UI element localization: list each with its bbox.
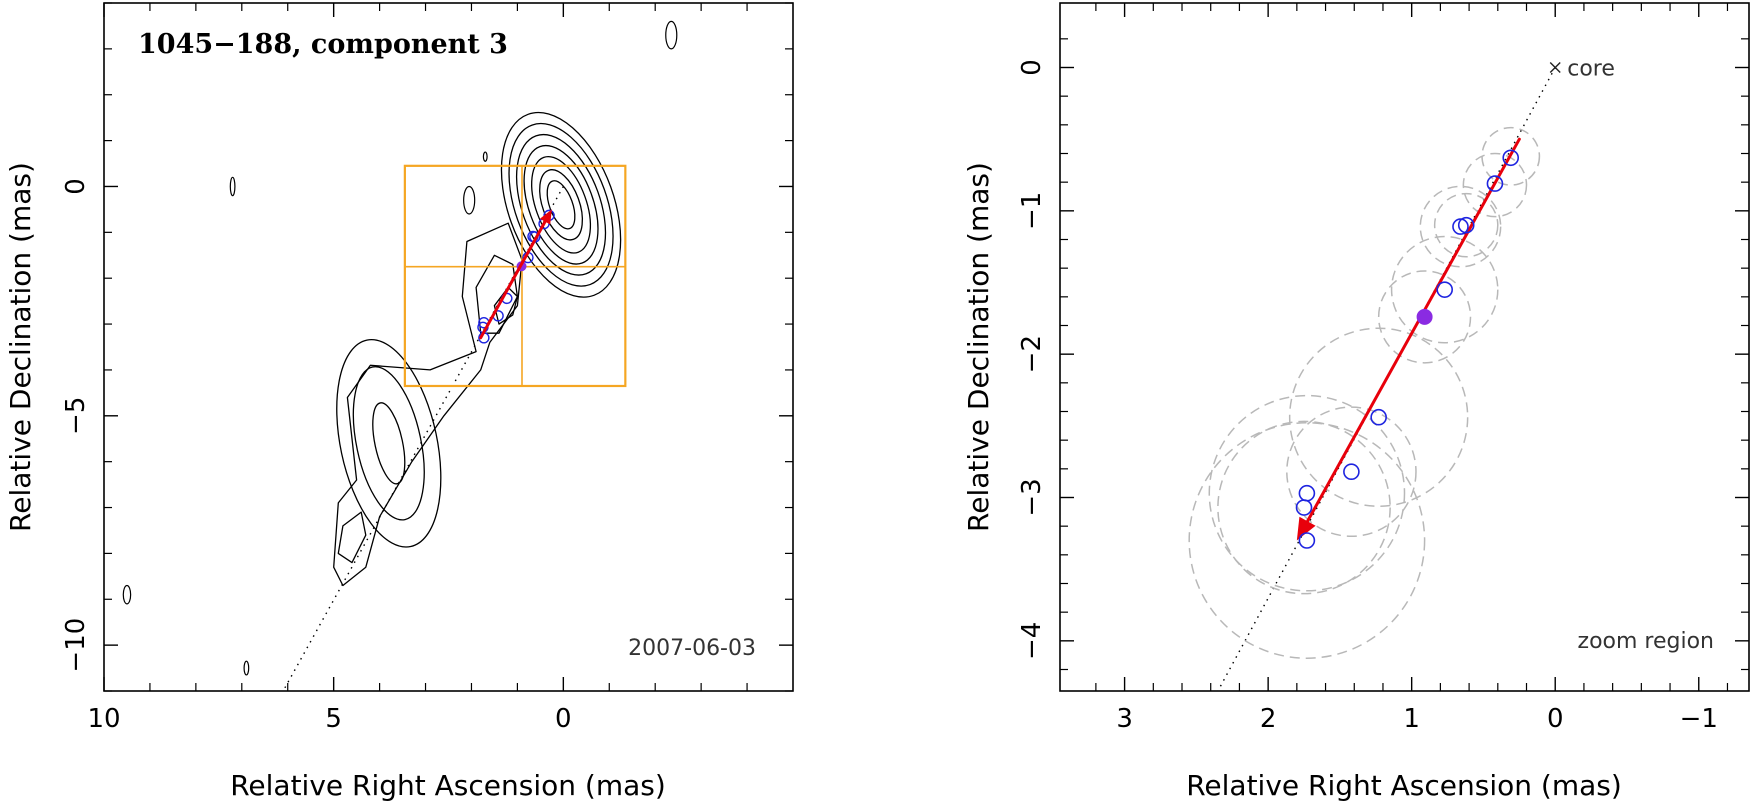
core-contour	[508, 122, 614, 287]
uncertainty-circle	[1462, 152, 1528, 218]
x-tick-label: 3	[1116, 704, 1133, 734]
jet-axis-line-zoom	[1217, 67, 1556, 692]
y-tick-label: −1	[1017, 192, 1047, 230]
uncertainty-circles	[1188, 126, 1541, 659]
motion-arrow-shaft	[1306, 137, 1521, 523]
noise-contour	[243, 660, 250, 676]
jet-contour	[333, 222, 523, 587]
y-tick-label: 0	[61, 178, 91, 195]
left-x-axis-label: Relative Right Ascension (mas)	[230, 769, 666, 802]
component-position	[1298, 532, 1316, 549]
core-contour	[523, 144, 599, 265]
component-positions-zoom	[1295, 149, 1520, 549]
y-tick-label: −2	[1017, 335, 1047, 373]
uncertainty-circle	[1481, 126, 1541, 186]
epoch-date: 2007-06-03	[628, 636, 756, 661]
noise-contour	[122, 584, 132, 605]
zoom-region-label: zoom region	[1578, 629, 1714, 654]
core-contour	[531, 155, 592, 254]
right-panel: 3 2 1 0 −1 0 −1 −2 −3 −4 core zoom region Relativ…	[962, 2, 1750, 802]
x-tick-label: 5	[325, 704, 342, 734]
uncertainty-circle	[1433, 192, 1499, 258]
uncertainty-circle	[1390, 235, 1499, 344]
jet-contour	[493, 286, 519, 325]
uncertainty-circle	[1419, 185, 1502, 268]
component-position	[1452, 218, 1469, 235]
jet-contour	[336, 338, 442, 548]
jet-contour	[337, 511, 367, 564]
component-position	[1298, 484, 1316, 502]
jet-axis-dotted	[1217, 67, 1556, 692]
left-y-axis-label: Relative Declination (mas)	[4, 162, 37, 532]
core-contour	[546, 180, 576, 230]
y-tick-label: −4	[1017, 622, 1047, 660]
uncertainty-circle	[1286, 406, 1417, 538]
x-tick-label: 0	[1547, 704, 1564, 734]
component-position	[1436, 281, 1453, 298]
plot-title: 1045−188, component 3	[138, 29, 508, 60]
jet-contour	[372, 402, 406, 485]
left-panel: 10 5 0 0 −5 −10 1045−188, component 3 2007-06…	[4, 2, 794, 802]
contour-map	[122, 20, 678, 676]
x-tick-label: 0	[555, 704, 572, 734]
component-position	[1457, 216, 1475, 234]
left-ticks: 10 5 0 0 −5 −10	[61, 2, 793, 734]
x-tick-label: 10	[87, 704, 120, 734]
zoom-box-frame	[403, 164, 627, 388]
right-ticks: 3 2 1 0 −1 0 −1 −2 −3 −4	[1017, 3, 1749, 734]
x-tick-label: 2	[1260, 704, 1277, 734]
core-cross	[1549, 62, 1561, 73]
jet-contour	[352, 366, 425, 521]
x-tick-label: −1	[1680, 704, 1718, 734]
noise-contour	[665, 20, 678, 50]
uncertainty-circle	[1188, 422, 1426, 659]
component-position	[1502, 149, 1520, 167]
right-plot-frame	[1059, 2, 1750, 692]
core-label: core	[1567, 57, 1615, 82]
uncertainty-circle	[1288, 327, 1469, 507]
core-contour	[500, 111, 622, 298]
motion-arrow-shaft	[479, 220, 547, 340]
motion-arrow-head	[539, 209, 552, 225]
noise-contour	[229, 176, 236, 197]
core-contour	[515, 133, 607, 276]
uncertainty-circle	[1217, 420, 1391, 595]
core-contour	[539, 169, 584, 241]
component-position	[1295, 499, 1313, 516]
motion-arrow	[479, 209, 552, 340]
right-x-axis-label: Relative Right Ascension (mas)	[1186, 769, 1622, 802]
left-plot-frame	[103, 2, 794, 692]
component-position	[1370, 408, 1387, 426]
right-y-axis-label: Relative Declination (mas)	[962, 162, 995, 532]
core-marker	[1549, 62, 1561, 73]
component-position	[1486, 175, 1504, 192]
y-tick-label: −3	[1017, 478, 1047, 516]
uncertainty-circle	[1377, 270, 1472, 364]
noise-contour	[463, 185, 476, 215]
y-tick-label: −10	[61, 618, 91, 673]
y-tick-label: −5	[61, 397, 91, 435]
uncertainty-circle	[1208, 394, 1406, 592]
x-tick-label: 1	[1403, 704, 1420, 734]
component-position	[1343, 463, 1360, 481]
y-tick-label: 0	[1017, 59, 1047, 76]
jet-contour	[475, 254, 519, 334]
highlighted-epoch	[1416, 308, 1433, 325]
noise-contour	[482, 151, 488, 162]
zoom-box	[403, 164, 627, 388]
